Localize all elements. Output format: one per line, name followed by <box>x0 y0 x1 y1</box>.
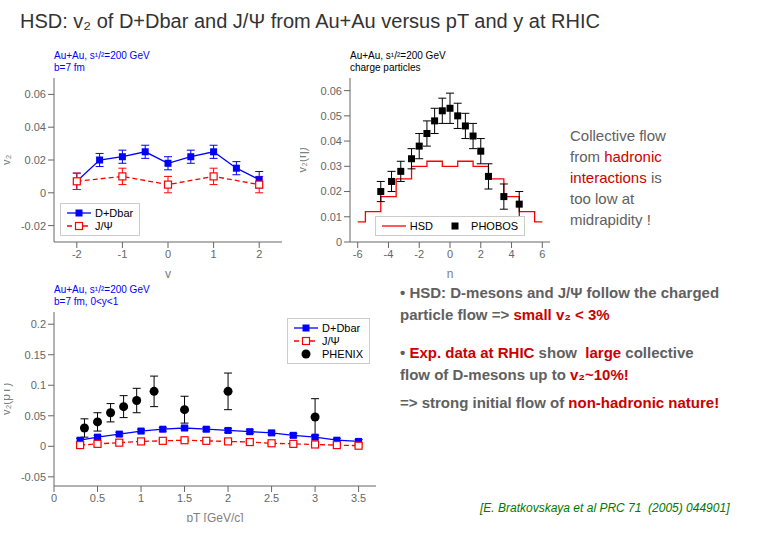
svg-text:0.02: 0.02 <box>25 154 46 166</box>
svg-text:-1: -1 <box>118 248 128 260</box>
svg-text:0.5: 0.5 <box>90 492 105 504</box>
svg-text:0.04: 0.04 <box>25 121 46 133</box>
html-text:b=7 fm: b=7 fm <box>54 62 85 73</box>
html-text:particle flow => small v₂ < 3%: particle flow => small v₂ < 3% <box>400 306 610 323</box>
svg-text:1: 1 <box>138 492 144 504</box>
html-text:=> strong initial flow of non-: => strong initial flow of non-hadronic n… <box>400 394 720 411</box>
html-text:from hadronic: from hadronic <box>570 148 662 165</box>
svg-text:2: 2 <box>478 248 484 260</box>
svg-text:y: y <box>165 267 171 278</box>
html-text:PHENIX: PHENIX <box>322 348 363 360</box>
svg-text:v₂(η): v₂(η) <box>300 147 309 172</box>
svg-text:0.15: 0.15 <box>25 349 46 361</box>
svg-text:0.02: 0.02 <box>321 185 342 197</box>
svg-text:4: 4 <box>508 248 514 260</box>
html-text:PHOBOS: PHOBOS <box>471 220 519 232</box>
svg-text:0: 0 <box>165 248 171 260</box>
html-text:midrapidity !: midrapidity ! <box>570 211 651 228</box>
svg-text:-4: -4 <box>384 248 394 260</box>
svg-text:6: 6 <box>539 248 545 260</box>
html-text:Au+Au, s¹/²=200 GeV: Au+Au, s¹/²=200 GeV <box>350 50 446 61</box>
svg-text:0: 0 <box>336 236 342 248</box>
svg-text:0.05: 0.05 <box>25 410 46 422</box>
html-text:J/Ψ: J/Ψ <box>322 335 340 347</box>
svg-text:0.04: 0.04 <box>321 135 342 147</box>
svg-text:0: 0 <box>40 187 46 199</box>
svg-text:0.05: 0.05 <box>321 110 342 122</box>
html-text:b=7 fm, 0<y<1: b=7 fm, 0<y<1 <box>54 296 119 307</box>
html-text:Au+Au, s¹/²=200 GeV: Au+Au, s¹/²=200 GeV <box>54 50 150 61</box>
svg-text:2.5: 2.5 <box>264 492 279 504</box>
svg-text:0.03: 0.03 <box>321 160 342 172</box>
html-text:interactions is: interactions is <box>570 169 662 186</box>
html-text:flow of D-mesons up to v₂~10%!: flow of D-mesons up to v₂~10%! <box>400 366 629 383</box>
svg-text:1.5: 1.5 <box>177 492 192 504</box>
svg-text:-2: -2 <box>72 248 82 260</box>
svg-text:2: 2 <box>225 492 231 504</box>
svg-text:η: η <box>447 267 454 278</box>
svg-text:0: 0 <box>40 440 46 452</box>
html-text:D+Dbar: D+Dbar <box>322 322 361 334</box>
html-text:J/Ψ: J/Ψ <box>95 220 113 232</box>
html-text:HSD: HSD <box>409 220 434 232</box>
svg-text:-0.02: -0.02 <box>21 220 46 232</box>
svg-text:-6: -6 <box>353 248 363 260</box>
svg-text:0.2: 0.2 <box>31 318 46 330</box>
html-text:HSD: v₂ of D+Dbar and J/Ψ from: HSD: v₂ of D+Dbar and J/Ψ from Au+Au ver… <box>20 10 600 32</box>
svg-text:0: 0 <box>447 248 453 260</box>
svg-text:v₂: v₂ <box>8 154 13 165</box>
svg-text:0.06: 0.06 <box>25 88 46 100</box>
html-text:too low at: too low at <box>570 190 635 207</box>
svg-text:v₂(pT): v₂(pT) <box>8 383 13 416</box>
svg-text:2: 2 <box>256 248 262 260</box>
svg-text:3.5: 3.5 <box>351 492 366 504</box>
svg-text:0.06: 0.06 <box>321 85 342 97</box>
html-text:• Exp. data at RHIC show large: • Exp. data at RHIC show large collectiv… <box>400 344 694 361</box>
svg-text:1: 1 <box>211 248 217 260</box>
svg-text:0: 0 <box>51 492 57 504</box>
svg-text:3: 3 <box>312 492 318 504</box>
html-text:D+Dbar: D+Dbar <box>95 207 134 219</box>
html-text:charge particles: charge particles <box>350 62 421 73</box>
svg-text:pT [GeV/c]: pT [GeV/c] <box>186 511 243 522</box>
svg-text:0.1: 0.1 <box>31 379 46 391</box>
html-text:[E. Bratkovskaya et al PRC 71: [E. Bratkovskaya et al PRC 71 (2005) 044… <box>480 501 730 515</box>
svg-text:-0.05: -0.05 <box>21 471 46 483</box>
html-text:• HSD: D-mesons and J/Ψ follow: • HSD: D-mesons and J/Ψ follow the charg… <box>400 284 720 301</box>
svg-text:-2: -2 <box>414 248 424 260</box>
html-text:Collective flow: Collective flow <box>570 127 666 144</box>
svg-text:0.01: 0.01 <box>321 211 342 223</box>
html-text:Au+Au, s¹/²=200 GeV: Au+Au, s¹/²=200 GeV <box>54 284 150 295</box>
